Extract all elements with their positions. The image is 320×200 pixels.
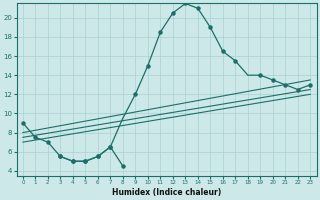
X-axis label: Humidex (Indice chaleur): Humidex (Indice chaleur) [112,188,221,197]
